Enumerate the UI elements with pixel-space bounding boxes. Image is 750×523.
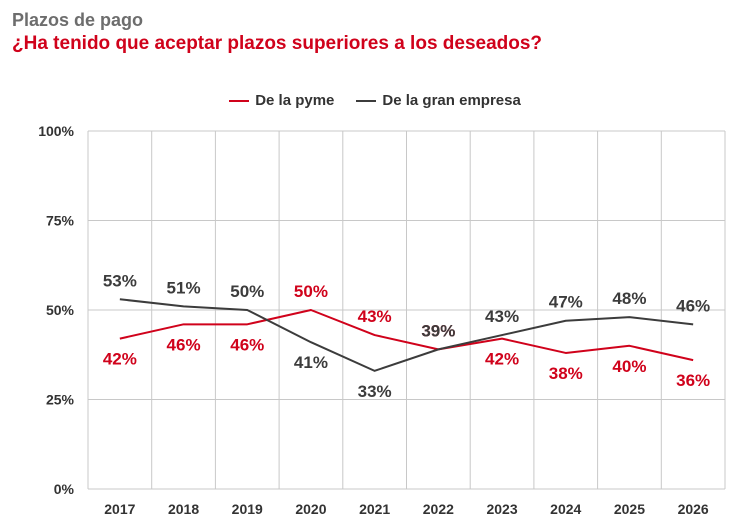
legend-swatch-pyme: [229, 99, 250, 102]
data-label-pyme: 42%: [485, 350, 519, 369]
x-tick-label: 2017: [104, 501, 135, 517]
data-label-pyme: 36%: [676, 371, 710, 390]
x-tick-label: 2023: [486, 501, 517, 517]
chart-kicker: Plazos de pago: [12, 10, 144, 30]
x-tick-label: 2025: [614, 501, 645, 517]
data-label-pyme: 46%: [230, 335, 264, 354]
data-label-gran-empresa: 51%: [167, 278, 201, 297]
legend-swatch-gran-empresa: [356, 99, 377, 102]
legend-item-gran-empresa: De la gran empresa: [356, 92, 521, 109]
y-tick-label: 0%: [54, 481, 75, 497]
series-line-gran-empresa: [119, 298, 694, 372]
data-label-gran-empresa: 43%: [485, 307, 519, 326]
y-tick-label: 75%: [46, 213, 75, 229]
legend-label-pyme: De la pyme: [255, 92, 335, 109]
data-label-pyme: 39%: [421, 321, 455, 340]
data-label-pyme: 42%: [103, 350, 137, 369]
y-tick-label: 100%: [38, 123, 74, 139]
data-label-gran-empresa: 39%: [421, 321, 455, 340]
chart-legend: De la pyme De la gran empresa: [0, 92, 750, 109]
data-label-pyme: 43%: [358, 307, 392, 326]
x-tick-label: 2026: [678, 501, 709, 517]
y-tick-label: 25%: [46, 392, 75, 408]
legend-label-gran-empresa: De la gran empresa: [382, 92, 521, 109]
y-tick-label: 50%: [46, 302, 75, 318]
x-tick-label: 2022: [423, 501, 454, 517]
x-tick-label: 2018: [168, 501, 199, 517]
data-label-pyme: 46%: [167, 335, 201, 354]
x-tick-label: 2024: [550, 501, 581, 517]
chart-title: ¿Ha tenido que aceptar plazos superiores…: [12, 33, 543, 54]
series-line-pyme: [119, 309, 694, 362]
data-label-pyme: 40%: [612, 357, 646, 376]
data-label-gran-empresa: 47%: [549, 293, 583, 312]
chart-header: Plazos de pago ¿Ha tenido que aceptar pl…: [12, 8, 542, 56]
x-tick-label: 2020: [295, 501, 326, 517]
data-label-gran-empresa: 33%: [358, 382, 392, 401]
x-tick-label: 2019: [232, 501, 263, 517]
data-label-gran-empresa: 50%: [230, 282, 264, 301]
data-label-pyme: 50%: [294, 282, 328, 301]
data-label-gran-empresa: 46%: [676, 296, 710, 315]
data-label-gran-empresa: 41%: [294, 353, 328, 372]
data-label-gran-empresa: 48%: [612, 289, 646, 308]
data-label-pyme: 38%: [549, 364, 583, 383]
legend-item-pyme: De la pyme: [229, 92, 334, 109]
data-label-gran-empresa: 53%: [103, 271, 137, 290]
x-tick-label: 2021: [359, 501, 390, 517]
